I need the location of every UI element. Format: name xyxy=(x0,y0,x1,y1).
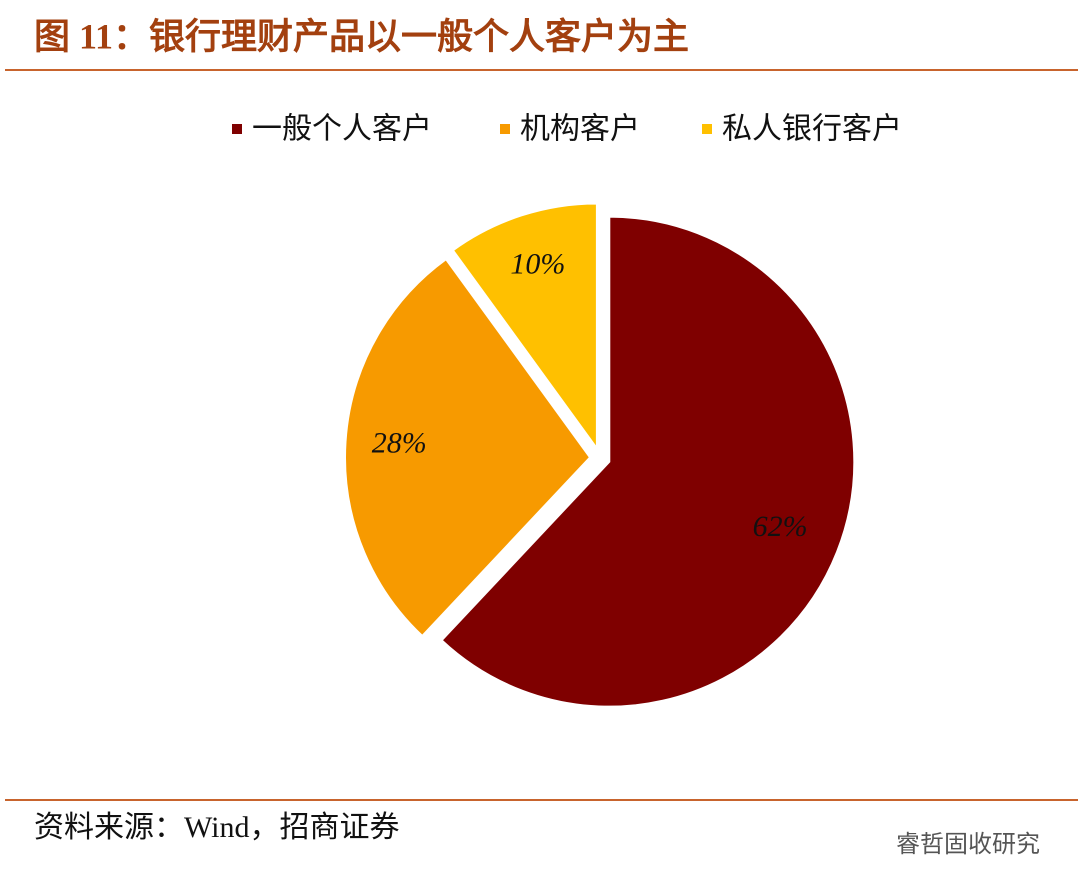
data-label: 10% xyxy=(510,248,565,281)
watermark: 睿哲固收研究 xyxy=(896,830,1040,858)
legend-label: 机构客户 xyxy=(520,112,640,147)
legend-label: 一般个人客户 xyxy=(252,112,432,147)
legend-swatch xyxy=(500,124,510,134)
pie-slice xyxy=(440,215,856,708)
data-label: 62% xyxy=(753,510,808,543)
legend-swatch xyxy=(702,124,712,134)
data-label: 28% xyxy=(372,426,427,459)
source-note: 资料来源：Wind，招商证券 xyxy=(34,811,399,844)
pie-slice xyxy=(344,257,592,638)
chart-title: 图 11：银行理财产品以一般个人客户为主 xyxy=(34,16,689,56)
legend-label: 私人银行客户 xyxy=(722,112,902,147)
pie-slice xyxy=(451,202,598,452)
legend-swatch xyxy=(232,124,242,134)
